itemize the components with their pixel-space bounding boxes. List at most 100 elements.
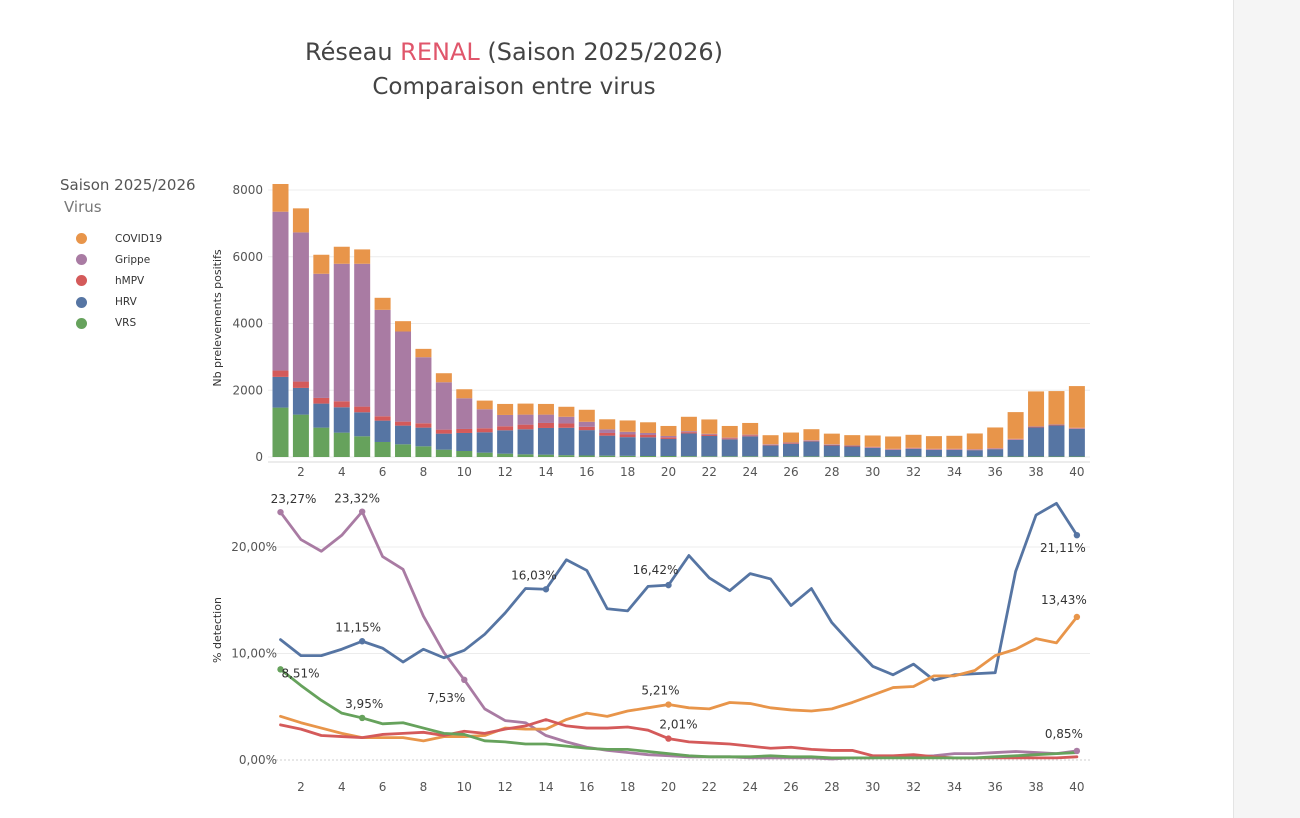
bar-segment <box>558 406 575 417</box>
bar-segment <box>783 443 799 457</box>
bar-segment <box>272 370 289 377</box>
data-label: 5,21% <box>641 684 679 698</box>
bar-segment <box>762 444 779 446</box>
data-point <box>665 701 672 708</box>
legend-items: COVID19 Grippe hMPV HRV VRS <box>60 228 220 334</box>
bar-segment <box>558 427 575 456</box>
bar-segment <box>680 433 697 457</box>
bar-segment <box>456 432 473 451</box>
bar-segment <box>925 456 942 457</box>
data-label: 2,01% <box>659 718 697 732</box>
bar-segment <box>1068 386 1085 428</box>
bar-segment <box>374 416 391 421</box>
bar-segment <box>640 437 657 456</box>
x-tick-label: 10 <box>457 465 472 479</box>
bar-segment <box>844 435 861 446</box>
x-tick-label: 18 <box>620 465 635 479</box>
data-point <box>542 586 550 593</box>
x-tick-label: 32 <box>906 465 921 479</box>
bar-segment <box>333 401 350 408</box>
bar-segment <box>925 436 942 449</box>
series-line <box>279 615 1079 743</box>
bar-chart: 0 2000 4000 6000 8000 Nb prelevements positif… <box>211 183 1090 479</box>
bar-segment <box>966 450 983 457</box>
bar-segment <box>742 436 759 457</box>
x-tick-label: 8 <box>420 780 428 794</box>
bar-segment <box>374 441 391 457</box>
bar-segment <box>415 427 432 447</box>
bar-segment <box>272 211 289 371</box>
data-label: 21,11% <box>1040 541 1086 555</box>
bar-segment <box>844 456 861 457</box>
bar-segment <box>578 430 595 456</box>
bar-segment <box>619 455 636 457</box>
bar-segment <box>395 321 412 332</box>
bar-segment <box>476 400 493 410</box>
bar-segment <box>292 381 309 388</box>
x-tick-label: 40 <box>1069 465 1084 479</box>
x-tick-label: 18 <box>620 780 635 794</box>
x-tick-label: 8 <box>420 465 428 479</box>
bar-segment <box>476 452 493 457</box>
data-point <box>1073 531 1081 539</box>
legend-item[interactable]: HRV <box>60 292 220 313</box>
x-tick-label: 2 <box>297 465 305 479</box>
bar-segment <box>497 430 514 454</box>
bar-segment <box>721 425 738 438</box>
bar-segment <box>456 450 473 457</box>
bar-segment <box>313 273 330 398</box>
data-point <box>358 638 366 645</box>
bar-segment <box>905 447 922 449</box>
x-tick-label: 28 <box>824 780 839 794</box>
bar-segment <box>1048 391 1065 425</box>
bar-segment <box>721 438 738 440</box>
legend-item[interactable]: COVID19 <box>60 228 220 249</box>
bar-segment <box>864 447 881 448</box>
bar-segment <box>640 422 657 433</box>
bar-segment <box>864 435 881 447</box>
bar-segment <box>721 456 738 457</box>
bar-segment <box>1028 426 1045 427</box>
bar-segment <box>1048 424 1065 425</box>
legend-item[interactable]: hMPV <box>60 270 220 291</box>
bar-segment <box>537 403 554 415</box>
y-axis-label: % detection <box>211 597 224 663</box>
bar-segment <box>660 455 677 457</box>
bar-segment <box>395 421 412 426</box>
bar-segment <box>742 456 759 457</box>
data-point <box>358 714 366 722</box>
bar-segment <box>885 448 902 450</box>
bar-segment <box>1068 456 1085 457</box>
bar-segment <box>762 456 779 457</box>
bar-segment <box>578 409 595 422</box>
title-accent: RENAL <box>400 38 480 66</box>
bar-segment <box>354 406 371 413</box>
bar-segment <box>640 434 657 438</box>
bar-segment <box>537 414 554 423</box>
x-tick-label: 34 <box>947 780 962 794</box>
bar-segment <box>537 454 554 457</box>
x-tick-label: 36 <box>988 465 1003 479</box>
legend-item[interactable]: VRS <box>60 313 220 334</box>
y-tick-label: 10,00% <box>231 647 277 661</box>
bar-segment <box>640 432 657 435</box>
bar-segment <box>762 435 779 445</box>
bar-segment <box>1048 425 1065 457</box>
bar-segment <box>905 434 922 448</box>
bar-segment <box>803 440 820 442</box>
bar-segment <box>313 397 330 404</box>
legend-label: HRV <box>115 296 137 309</box>
bar-segment <box>354 436 371 457</box>
bar-segment <box>885 449 902 457</box>
x-tick-label: 14 <box>538 465 553 479</box>
data-point <box>358 508 366 515</box>
legend-item[interactable]: Grippe <box>60 249 220 270</box>
bar-segment <box>864 447 881 457</box>
bar-segment <box>680 416 697 432</box>
bar-segment <box>354 249 371 264</box>
x-tick-label: 32 <box>906 780 921 794</box>
bar-segment <box>435 429 452 434</box>
bar-segment <box>292 387 309 415</box>
bar-segment <box>987 449 1004 457</box>
legend-label: Grippe <box>115 253 151 266</box>
